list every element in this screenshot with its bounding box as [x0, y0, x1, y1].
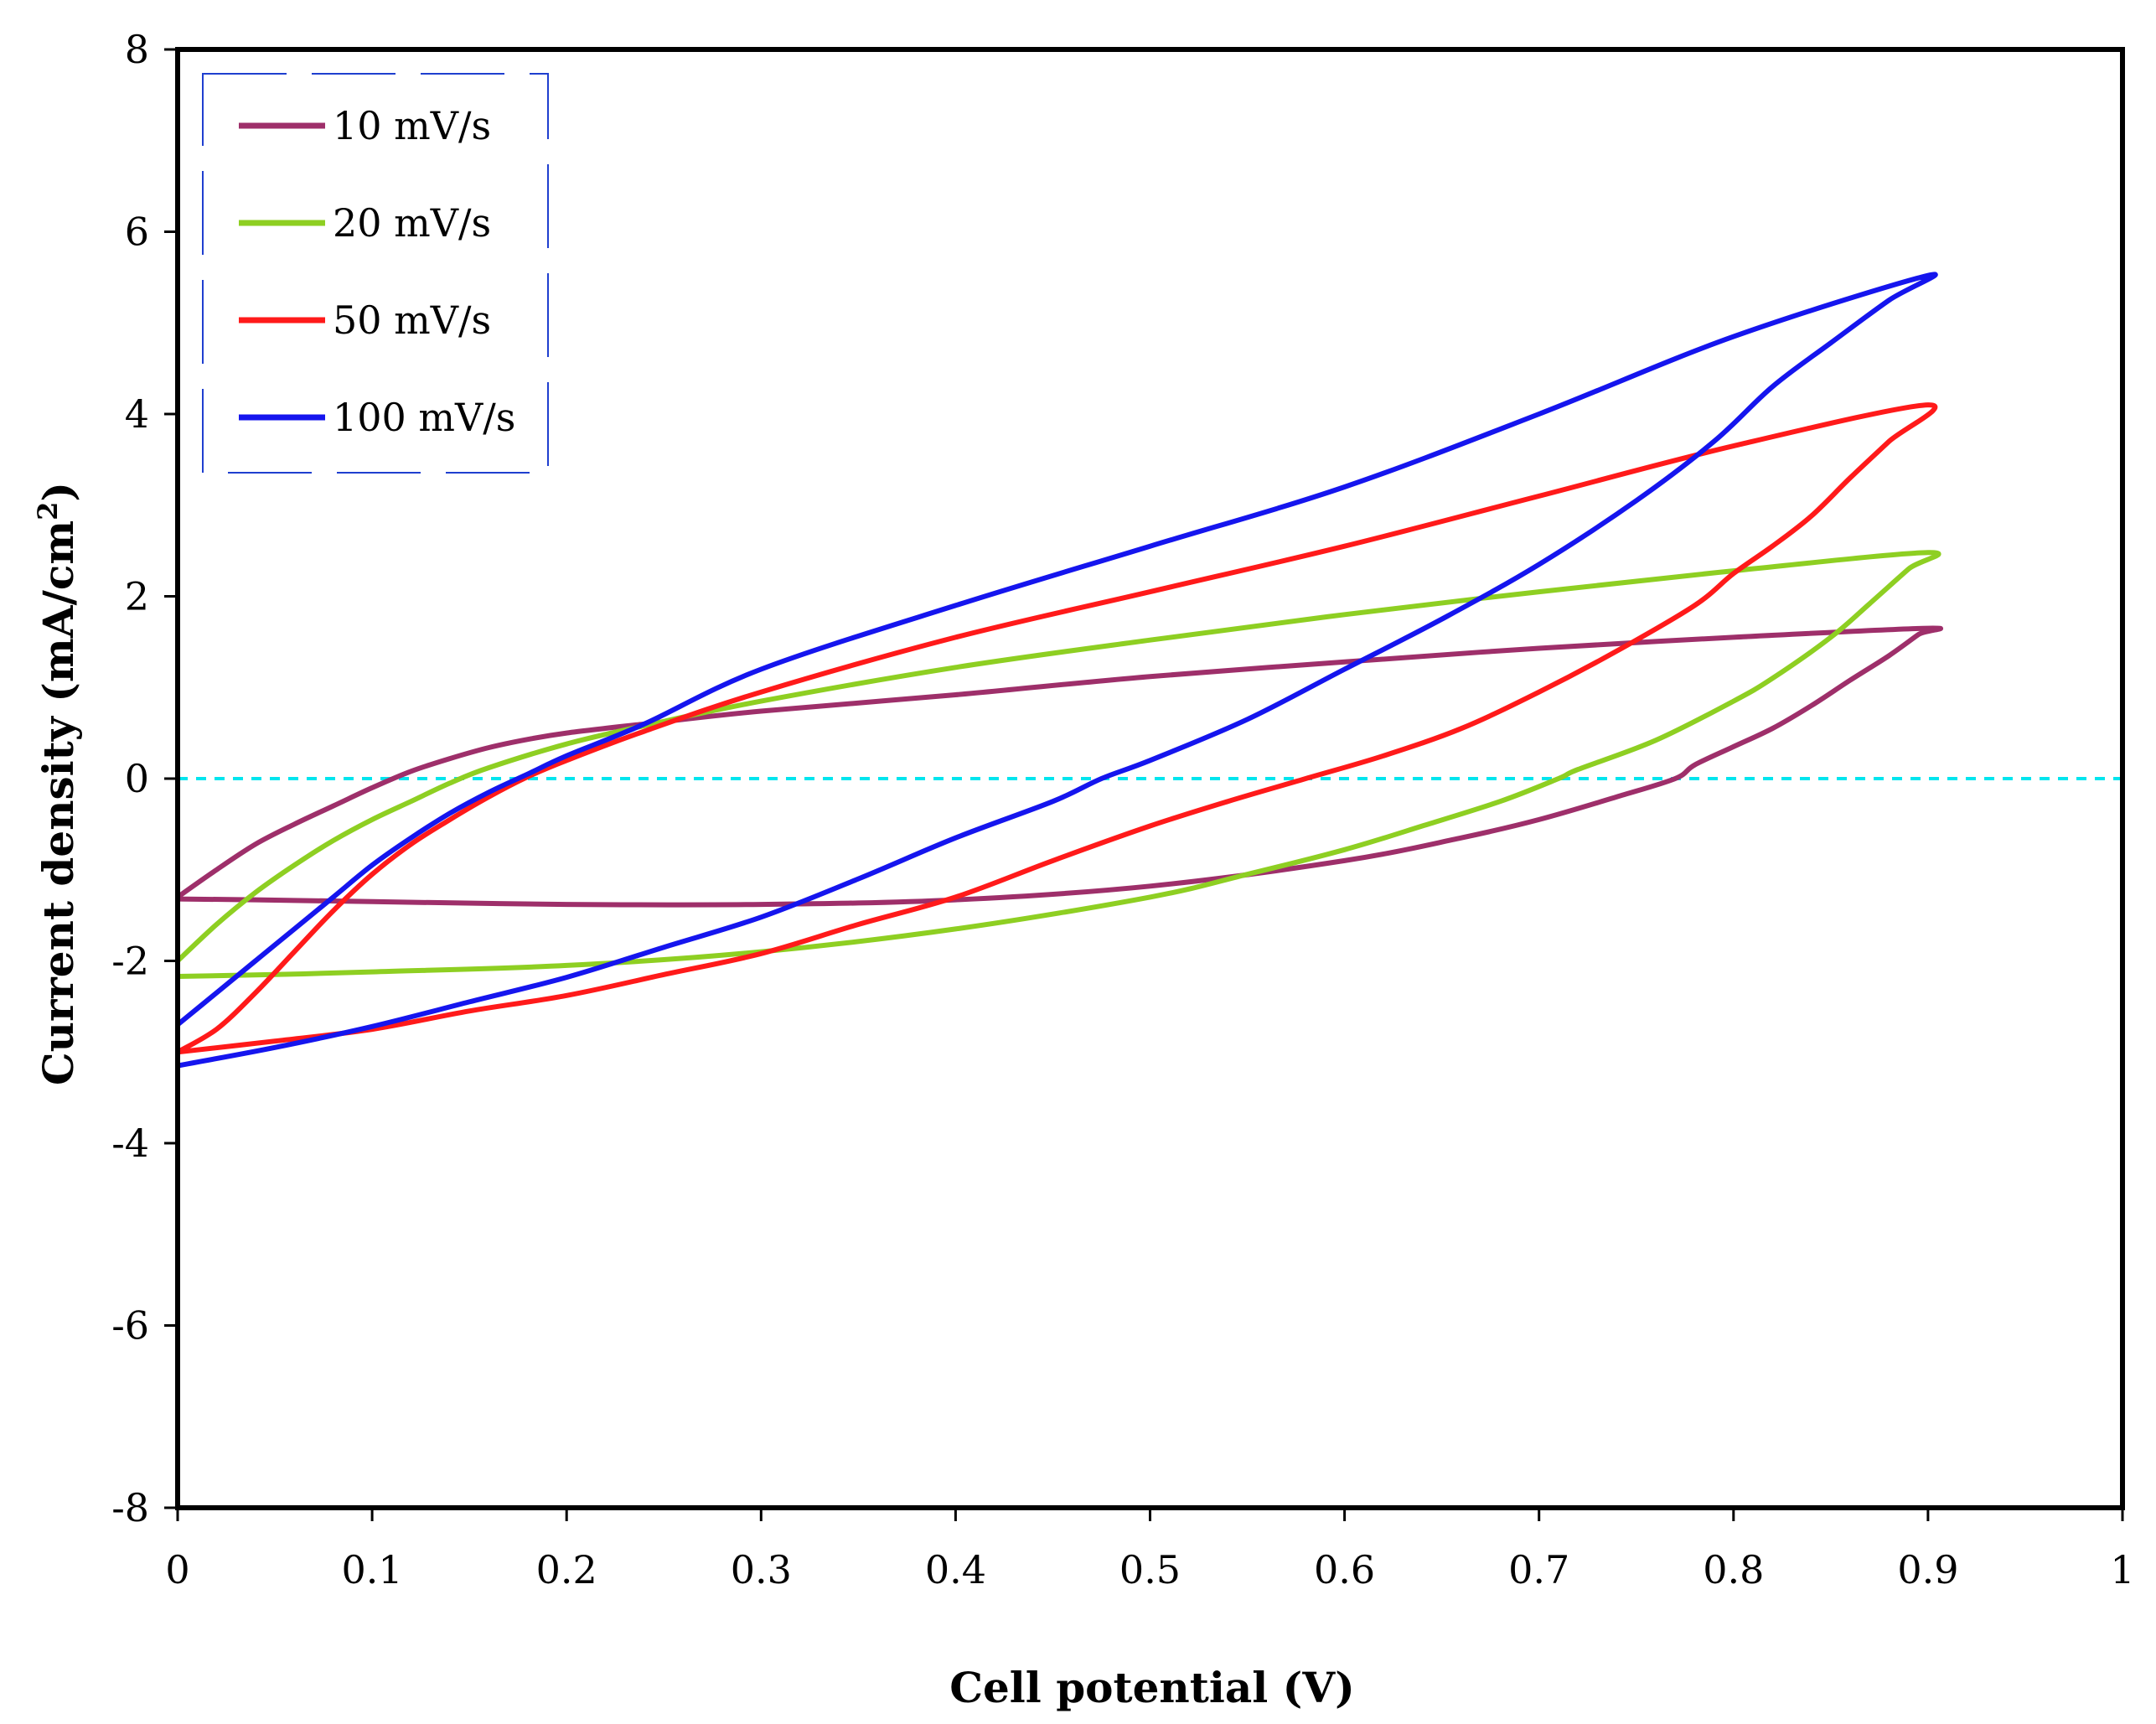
y-tick-label: 6 — [125, 210, 149, 255]
y-tick-label: 8 — [125, 27, 149, 72]
x-tick-label: 0 — [165, 1547, 189, 1592]
y-tick-label: 2 — [125, 574, 149, 619]
x-tick-label: 0.4 — [925, 1547, 986, 1592]
legend-items: 10 mV/s 20 mV/s 50 mV/s 100 mV/s — [239, 103, 515, 440]
plot-frame — [175, 47, 2125, 1510]
x-tick-label: 0.8 — [1703, 1547, 1764, 1592]
x-axis-ticks: 0 0.1 0.2 0.3 0.4 0.5 0.6 0.7 0.8 0.9 1 — [165, 1508, 2135, 1592]
x-tick-label: 0.6 — [1314, 1547, 1375, 1592]
x-tick-label: 0.2 — [536, 1547, 597, 1592]
legend-label: 20 mV/s — [333, 200, 491, 246]
x-tick-label: 0.9 — [1897, 1547, 1958, 1592]
x-tick-label: 0.5 — [1119, 1547, 1181, 1592]
y-tick-label: 0 — [125, 756, 149, 801]
series-line-20-mv-s — [175, 550, 1941, 979]
y-tick-label: -6 — [111, 1303, 149, 1349]
x-tick-label: 1 — [2110, 1547, 2134, 1592]
series-group — [175, 272, 1944, 1069]
x-tick-label: 0.3 — [731, 1547, 792, 1592]
series-line-10-mv-s — [175, 625, 1944, 908]
legend-border — [202, 73, 549, 474]
series-line-50-mv-s — [175, 402, 1938, 1055]
legend-label: 100 mV/s — [333, 395, 515, 440]
y-tick-label: 4 — [125, 391, 149, 437]
y-axis-ticks: 8 6 4 2 0 -2 -4 -6 -8 — [111, 27, 178, 1530]
y-axis-title-main: Current density (mA/cm — [34, 520, 83, 1085]
x-tick-label: 0.7 — [1508, 1547, 1569, 1592]
y-axis-title: Current density (mA/cm2) — [32, 482, 83, 1085]
y-tick-label: -4 — [111, 1121, 149, 1166]
legend-label: 50 mV/s — [333, 298, 491, 343]
series-line-100-mv-s — [175, 272, 1938, 1069]
x-tick-label: 0.1 — [342, 1547, 403, 1592]
legend: 10 mV/s 20 mV/s 50 mV/s 100 mV/s — [202, 73, 549, 474]
y-tick-label: -8 — [111, 1485, 149, 1530]
y-tick-label: -2 — [111, 939, 149, 984]
y-axis-title-superscript: 2 — [32, 502, 64, 520]
x-axis-title: Cell potential (V) — [949, 1663, 1355, 1712]
legend-label: 10 mV/s — [333, 103, 491, 148]
y-axis-title-close: ) — [34, 482, 83, 502]
